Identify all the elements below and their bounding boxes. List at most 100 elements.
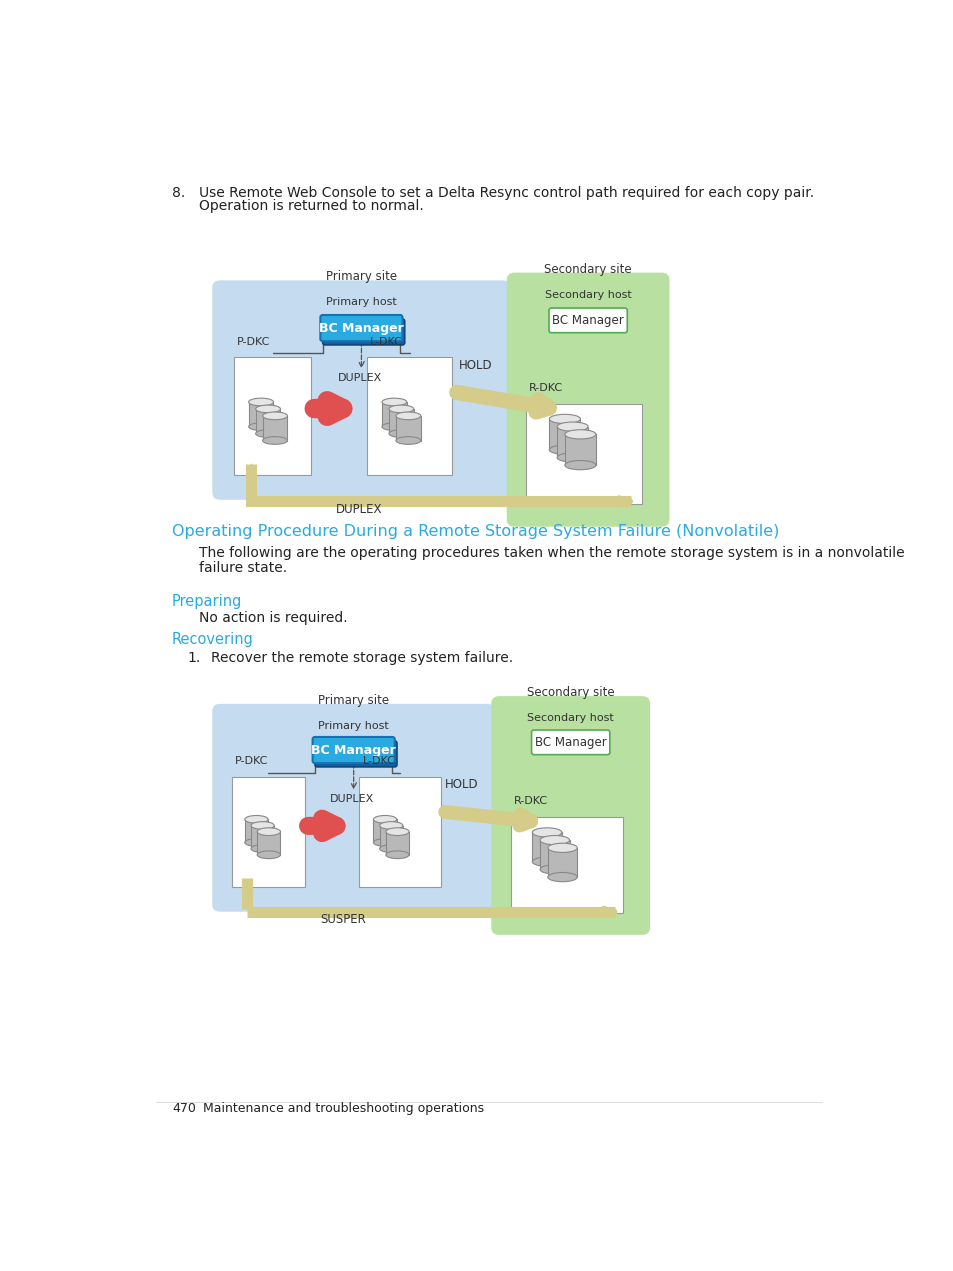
Text: Recovering: Recovering xyxy=(172,632,253,647)
Ellipse shape xyxy=(379,845,402,853)
Text: SUSPER: SUSPER xyxy=(320,913,366,927)
Ellipse shape xyxy=(564,460,596,470)
Bar xyxy=(232,777,305,887)
Text: BC Manager: BC Manager xyxy=(552,314,623,327)
Bar xyxy=(532,833,561,862)
Text: BC Manager: BC Manager xyxy=(311,744,395,756)
Text: 8.: 8. xyxy=(172,186,185,200)
Bar xyxy=(395,416,420,441)
Ellipse shape xyxy=(389,430,414,437)
Ellipse shape xyxy=(249,423,274,431)
Text: Preparing: Preparing xyxy=(172,594,242,609)
Ellipse shape xyxy=(532,857,561,867)
FancyBboxPatch shape xyxy=(313,737,395,763)
Text: DUPLEX: DUPLEX xyxy=(337,372,381,383)
Ellipse shape xyxy=(245,839,268,846)
Bar xyxy=(367,357,452,475)
Bar xyxy=(510,817,622,914)
Ellipse shape xyxy=(549,445,579,454)
Text: Secondary host: Secondary host xyxy=(527,713,614,723)
Text: P-DKC: P-DKC xyxy=(236,337,270,347)
FancyBboxPatch shape xyxy=(506,273,669,526)
Ellipse shape xyxy=(262,437,287,445)
Text: L-DKC: L-DKC xyxy=(362,756,395,766)
FancyBboxPatch shape xyxy=(320,315,402,341)
Bar xyxy=(549,419,579,450)
Bar xyxy=(525,403,641,503)
Ellipse shape xyxy=(245,816,268,824)
Ellipse shape xyxy=(251,821,274,830)
Ellipse shape xyxy=(557,452,587,463)
Text: Recover the remote storage system failure.: Recover the remote storage system failur… xyxy=(211,652,513,666)
Ellipse shape xyxy=(547,872,577,882)
Text: No action is required.: No action is required. xyxy=(199,610,347,624)
Bar xyxy=(373,820,396,843)
Ellipse shape xyxy=(251,845,274,853)
Text: Maintenance and troubleshooting operations: Maintenance and troubleshooting operatio… xyxy=(203,1102,483,1115)
Ellipse shape xyxy=(249,398,274,405)
Ellipse shape xyxy=(257,827,280,835)
Bar xyxy=(557,427,587,458)
Text: DUPLEX: DUPLEX xyxy=(330,794,374,805)
Bar xyxy=(257,831,280,855)
Text: Primary site: Primary site xyxy=(326,271,396,283)
Text: The following are the operating procedures taken when the remote storage system : The following are the operating procedur… xyxy=(199,547,903,561)
Ellipse shape xyxy=(381,423,406,431)
Text: 470: 470 xyxy=(172,1102,195,1115)
Text: Secondary site: Secondary site xyxy=(544,263,631,276)
Text: R-DKC: R-DKC xyxy=(529,383,563,393)
Text: HOLD: HOLD xyxy=(444,778,477,791)
FancyBboxPatch shape xyxy=(322,319,404,344)
Ellipse shape xyxy=(385,850,409,859)
Bar xyxy=(251,825,274,849)
Bar xyxy=(379,825,402,849)
Text: Operating Procedure During a Remote Storage System Failure (Nonvolatile): Operating Procedure During a Remote Stor… xyxy=(172,525,779,539)
Text: 1.: 1. xyxy=(187,652,200,666)
FancyBboxPatch shape xyxy=(314,741,396,766)
Ellipse shape xyxy=(395,412,420,419)
Ellipse shape xyxy=(373,839,396,846)
Bar xyxy=(245,820,268,843)
Text: Primary site: Primary site xyxy=(317,694,389,707)
FancyBboxPatch shape xyxy=(212,704,495,911)
Text: Primary host: Primary host xyxy=(326,297,396,308)
Ellipse shape xyxy=(262,412,287,419)
Ellipse shape xyxy=(549,414,579,423)
Text: Secondary host: Secondary host xyxy=(544,290,631,300)
Bar xyxy=(385,831,409,855)
Text: Use Remote Web Console to set a Delta Resync control path required for each copy: Use Remote Web Console to set a Delta Re… xyxy=(199,186,813,200)
Ellipse shape xyxy=(532,827,561,838)
Ellipse shape xyxy=(539,835,569,845)
Text: HOLD: HOLD xyxy=(458,358,492,371)
Ellipse shape xyxy=(557,422,587,431)
Ellipse shape xyxy=(385,827,409,835)
Text: L-DKC: L-DKC xyxy=(370,337,403,347)
Bar xyxy=(359,777,440,887)
Text: Operation is returned to normal.: Operation is returned to normal. xyxy=(199,200,423,214)
Bar xyxy=(249,402,274,427)
Text: BC Manager: BC Manager xyxy=(318,322,403,334)
Text: DUPLEX: DUPLEX xyxy=(335,502,382,516)
Ellipse shape xyxy=(373,816,396,824)
Bar xyxy=(539,840,569,869)
Bar xyxy=(233,357,311,475)
Bar xyxy=(255,409,280,433)
Text: R-DKC: R-DKC xyxy=(513,796,547,806)
Text: P-DKC: P-DKC xyxy=(234,756,268,766)
Text: Primary host: Primary host xyxy=(318,721,389,731)
Ellipse shape xyxy=(255,430,280,437)
Text: Secondary site: Secondary site xyxy=(526,686,614,699)
Ellipse shape xyxy=(395,437,420,445)
FancyBboxPatch shape xyxy=(531,730,609,755)
Ellipse shape xyxy=(389,405,414,413)
Ellipse shape xyxy=(547,843,577,853)
FancyBboxPatch shape xyxy=(548,308,627,333)
Ellipse shape xyxy=(379,821,402,830)
Text: failure state.: failure state. xyxy=(199,562,287,576)
Ellipse shape xyxy=(564,430,596,438)
Bar xyxy=(547,848,577,877)
Ellipse shape xyxy=(257,850,280,859)
FancyBboxPatch shape xyxy=(491,697,649,935)
FancyBboxPatch shape xyxy=(212,281,510,500)
Ellipse shape xyxy=(381,398,406,405)
